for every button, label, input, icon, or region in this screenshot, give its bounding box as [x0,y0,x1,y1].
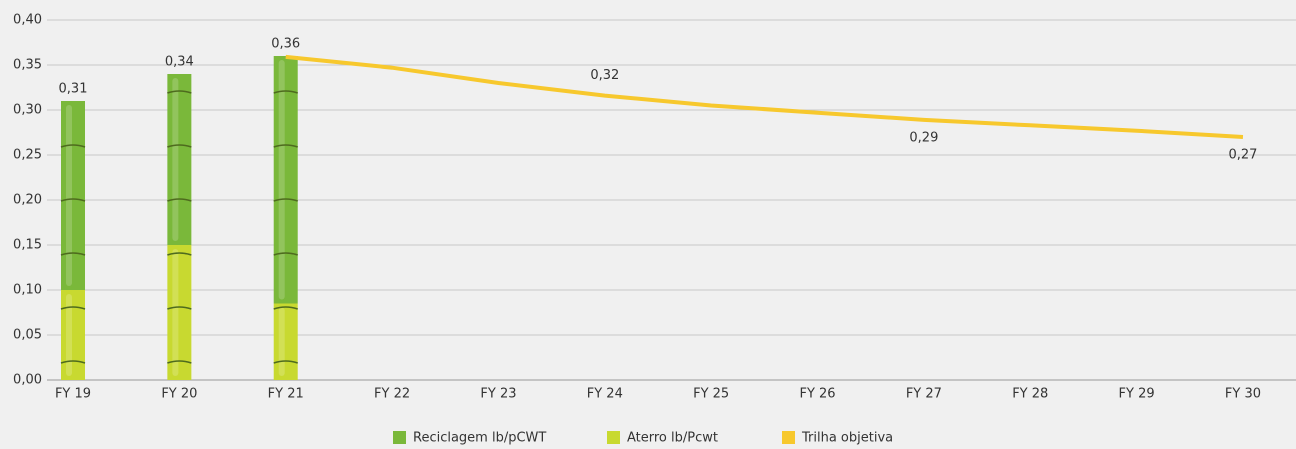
x-tick-label: FY 26 [799,387,835,402]
x-tick-label: FY 30 [1225,387,1261,402]
total-label: 0,34 [165,55,194,70]
total-label: 0,36 [271,37,300,52]
bamboo-highlight [279,60,285,300]
x-tick-label: FY 27 [906,387,942,402]
x-tick-label: FY 20 [161,387,197,402]
bamboo-highlight [66,105,72,286]
bamboo-highlight [172,78,178,241]
y-tick-label: 0,35 [13,58,42,73]
bar [167,245,191,380]
value-label: 0,32 [590,68,619,83]
y-tick-label: 0,10 [13,283,42,298]
legend-swatch [607,431,620,444]
y-tick-label: 0,05 [13,328,42,343]
bar [61,290,85,380]
bamboo-highlight [279,308,285,377]
bar [274,304,298,381]
line [286,57,1243,137]
y-tick-label: 0,15 [13,238,42,253]
y-tick-label: 0,40 [13,13,42,28]
legend-swatch [782,431,795,444]
x-tick-label: FY 25 [693,387,729,402]
legend-label: Aterro lb/Pcwt [627,431,718,446]
total-label: 0,31 [59,82,88,97]
value-label: 0,29 [909,130,938,145]
bamboo-highlight [172,249,178,376]
y-tick-label: 0,30 [13,103,42,118]
x-tick-label: FY 29 [1119,387,1155,402]
x-tick-label: FY 22 [374,387,410,402]
bar [61,101,85,290]
x-tick-label: FY 28 [1012,387,1048,402]
chart: 0,00 0,05 0,10 0,15 0,20 0,25 0,30 0,35 0,40 FY 1… [0,0,1296,449]
y-tick-label: 0,20 [13,193,42,208]
value-label: 0,27 [1228,148,1257,163]
x-tick-label: FY 21 [268,387,304,402]
x-tick-label: FY 23 [480,387,516,402]
legend-swatch [393,431,406,444]
x-tick-label: FY 19 [55,387,91,402]
legend-label: Reciclagem lb/pCWT [413,431,546,446]
bar [167,74,191,245]
y-tick-label: 0,25 [13,148,42,163]
x-tick-label: FY 24 [587,387,623,402]
legend-label: Trilha objetiva [801,431,893,446]
bar [274,56,298,304]
y-tick-label: 0,00 [13,373,42,388]
